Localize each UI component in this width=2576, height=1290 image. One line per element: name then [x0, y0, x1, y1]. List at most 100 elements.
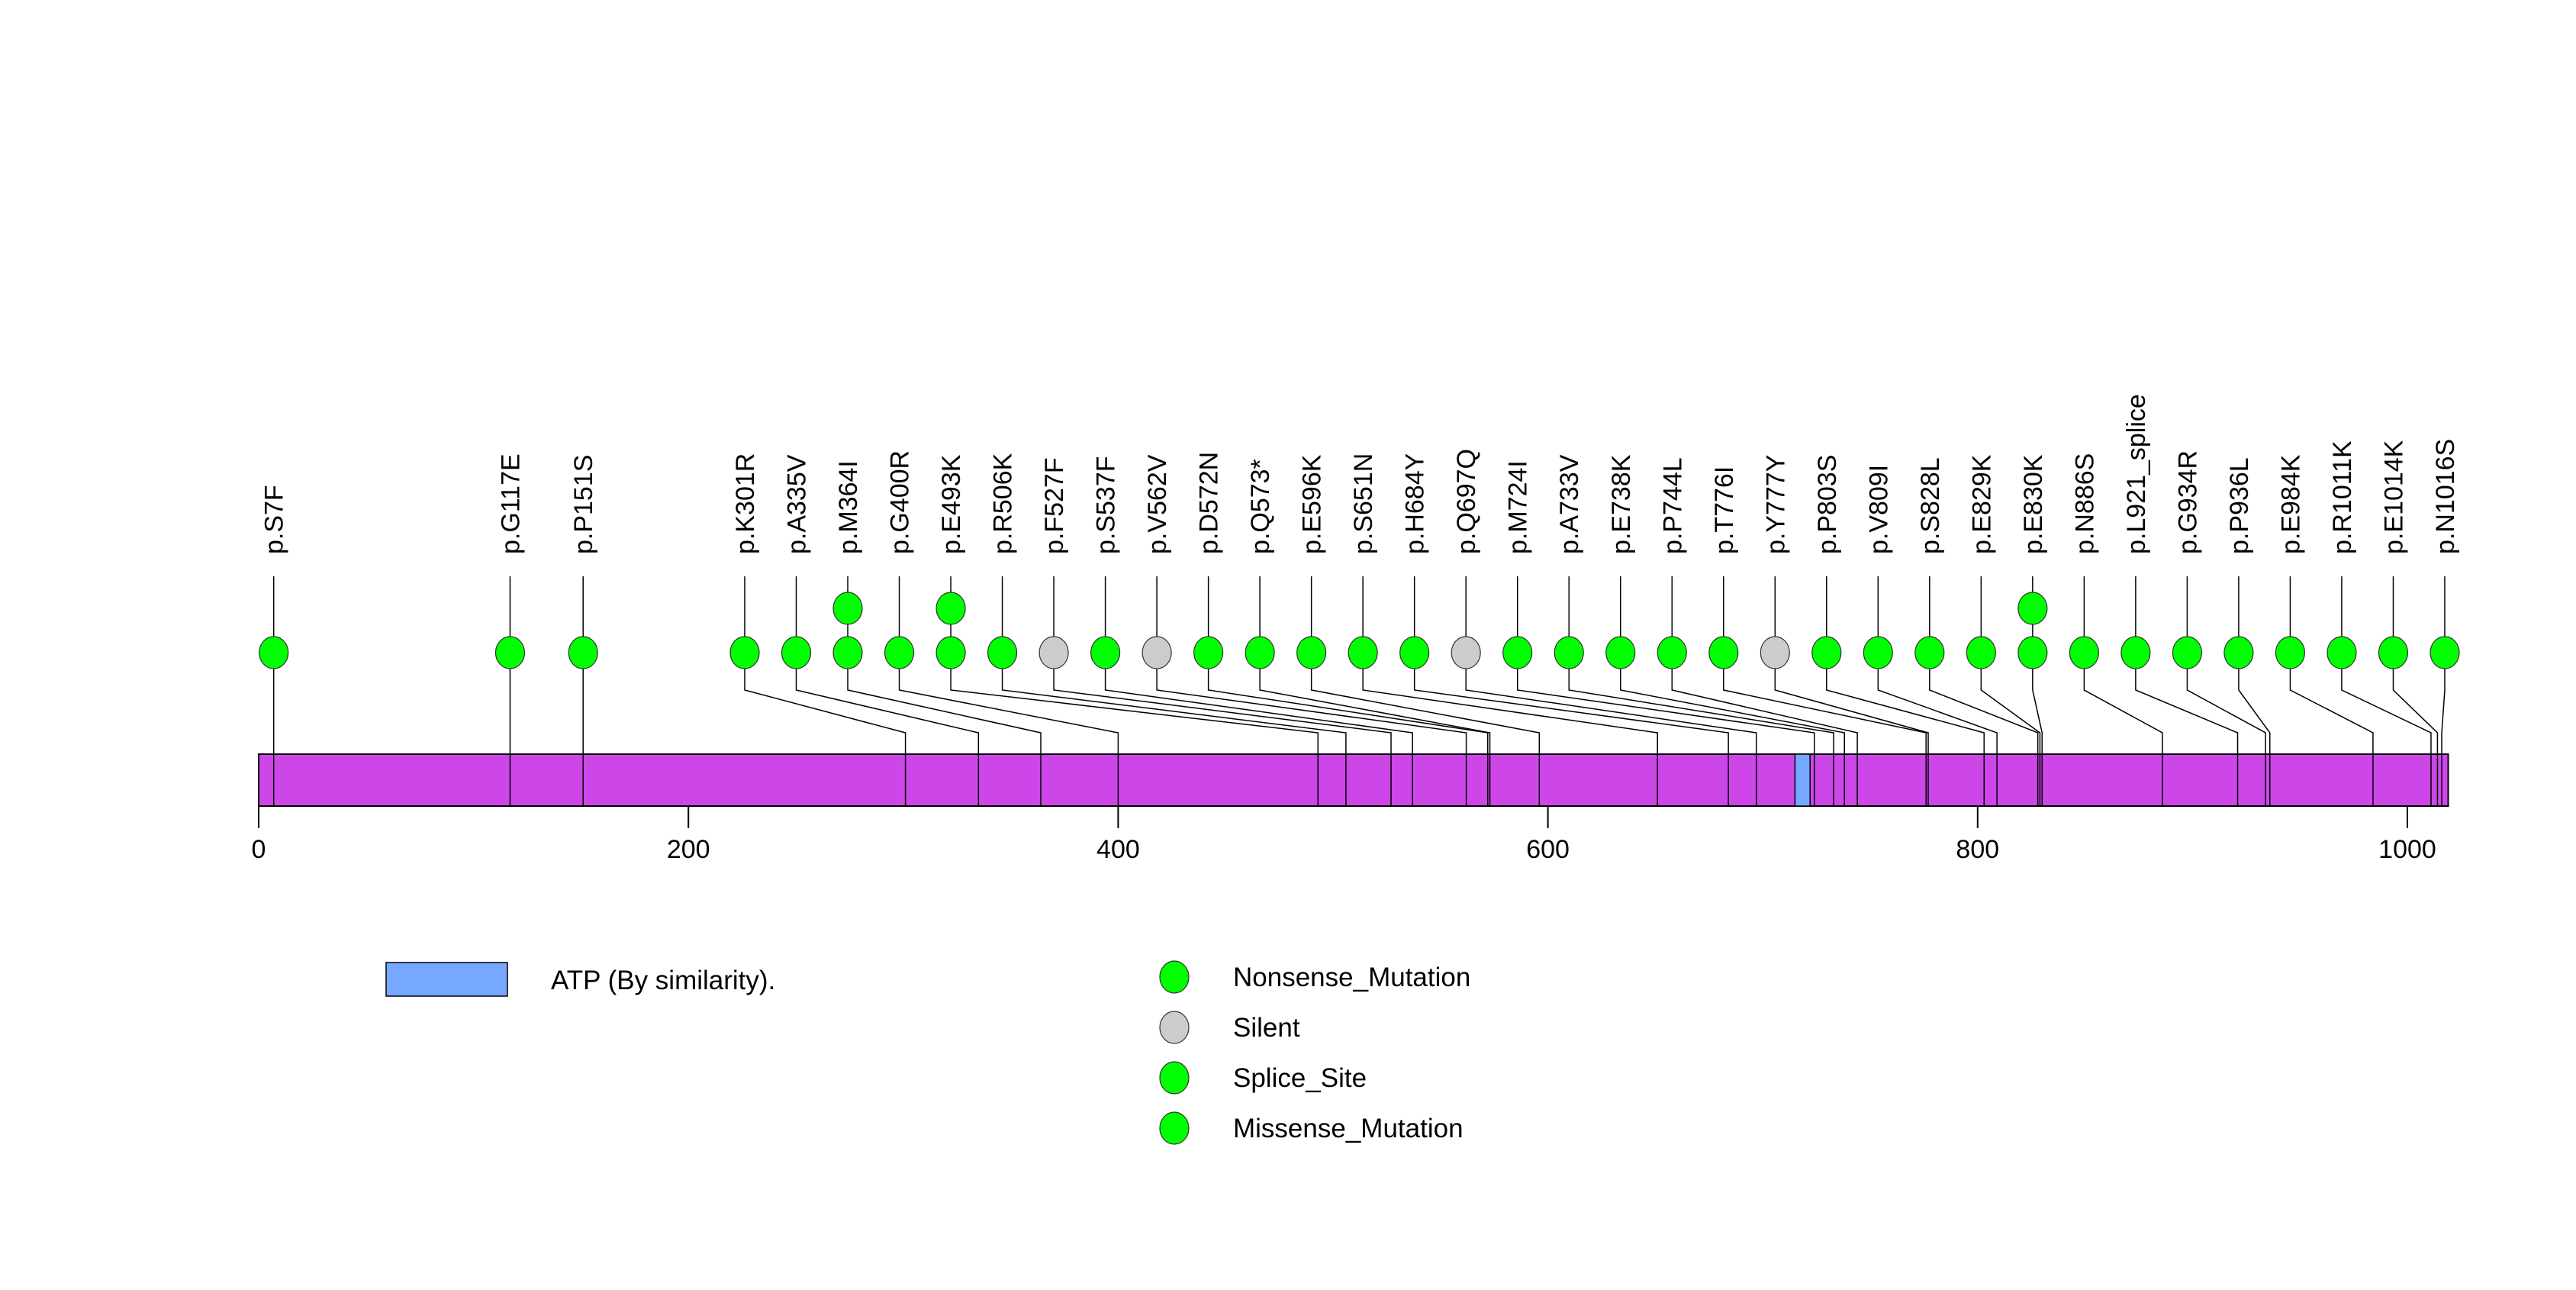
mutation-dot — [987, 636, 1018, 669]
connector-line — [2135, 653, 2239, 754]
mutation-dot — [935, 636, 966, 669]
connector-line — [2238, 653, 2271, 754]
connector-line — [2441, 653, 2446, 754]
mutation-label: p.P151S — [569, 455, 598, 554]
connector-line — [1156, 653, 1467, 754]
connector-line — [1053, 653, 1392, 754]
mutation-label: p.N1016S — [2431, 439, 2460, 554]
mutation-label: p.G934R — [2173, 450, 2202, 554]
mutation-dot — [2017, 592, 2048, 625]
connector-line — [2083, 653, 2163, 754]
mutation-label: p.G400R — [886, 450, 915, 554]
connector-line — [1929, 653, 2039, 754]
connector-line — [1877, 653, 1998, 754]
mutation-label: p.E493K — [937, 454, 966, 554]
legend-domain-swatch — [385, 962, 508, 997]
legend-type-label: Missense_Mutation — [1233, 1114, 1463, 1143]
mutation-label: p.K301R — [731, 453, 760, 554]
connector-line — [1620, 653, 1845, 754]
connector-line — [2032, 653, 2043, 754]
mutation-label: p.F527F — [1040, 457, 1069, 554]
axis-tick-label: 0 — [252, 835, 266, 864]
mutation-label: p.E830K — [2019, 454, 2048, 554]
legend-type-dot — [1159, 1011, 1190, 1044]
mutation-dot — [781, 636, 812, 669]
mutation-dot — [1193, 636, 1224, 669]
mutation-labels: p.S7F p.G117E p.P151S p.K301R p.A335V p.M364I… — [260, 394, 2460, 554]
mutation-dot — [1296, 636, 1327, 669]
mutation-dot — [1451, 636, 1481, 669]
mutation-dot — [2275, 636, 2306, 669]
legend-domain-label: ATP (By similarity). — [551, 966, 775, 995]
protein-bar — [258, 753, 2449, 807]
mutation-dot — [1245, 636, 1275, 669]
connector-line — [2186, 653, 2266, 754]
bar-position-marks — [272, 754, 2442, 806]
legend-type-label: Splice_Site — [1233, 1063, 1367, 1093]
connector-line — [2289, 653, 2374, 754]
mutation-dot — [2429, 636, 2460, 669]
axis-tick-label: 200 — [667, 835, 710, 864]
mutation-label: p.Y777Y — [1761, 455, 1790, 554]
mutation-dot — [2223, 636, 2254, 669]
legend-type-dot — [1159, 1111, 1190, 1145]
connector-line — [847, 653, 1042, 754]
mutation-label: p.P936L — [2225, 457, 2254, 554]
legend-type-dot — [1159, 1061, 1190, 1095]
mutation-label: p.M364I — [834, 460, 863, 554]
mutation-dot — [832, 636, 863, 669]
mutation-dot — [832, 592, 863, 625]
connector-line — [1516, 653, 1815, 754]
connector-line — [795, 653, 980, 754]
mutation-label: p.V562V — [1143, 454, 1172, 554]
mutation-label: p.V809I — [1864, 465, 1893, 554]
axis-tick-label: 600 — [1526, 835, 1570, 864]
mutation-dot — [1708, 636, 1739, 669]
legend-type-dot — [1159, 960, 1190, 994]
mutation-dot — [1657, 636, 1687, 669]
connector-line — [950, 653, 1319, 754]
connector-line — [898, 653, 1119, 754]
mutation-label: p.S537F — [1092, 456, 1121, 554]
connector-line — [1362, 653, 1658, 754]
protein-domains — [1794, 753, 1811, 807]
mutation-dot — [1038, 636, 1069, 669]
mutation-label: p.R506K — [989, 453, 1018, 554]
connector-line — [1465, 653, 1757, 754]
mutation-dot — [568, 636, 598, 669]
mutation-dot — [935, 592, 966, 625]
connector-line — [744, 653, 906, 754]
mutation-label: p.Q697Q — [1452, 449, 1481, 554]
mutation-dot — [2017, 636, 2048, 669]
connector-line — [1723, 653, 1927, 754]
connector-line — [1001, 653, 1347, 754]
legend-type-label: Silent — [1233, 1013, 1300, 1043]
mutation-label: p.T776I — [1710, 466, 1739, 554]
connector-line — [1980, 653, 2041, 754]
mutation-label: p.S651N — [1349, 453, 1378, 554]
mutation-label: p.D572N — [1195, 452, 1224, 554]
mutation-label: p.E738K — [1607, 454, 1636, 554]
mutation-label: p.E984K — [2276, 454, 2305, 554]
legend-mutation-types: Nonsense_Mutation Silent Splice_Site Missen… — [1159, 960, 1470, 1145]
mutation-label: p.A335V — [783, 454, 812, 554]
connector-line — [1310, 653, 1541, 754]
mutation-dot — [1811, 636, 1842, 669]
mutation-label: p.E829K — [1967, 454, 1996, 554]
legend: ATP (By similarity). Nonsense_Mutation Si… — [385, 960, 1470, 1145]
connector-line — [1259, 653, 1491, 754]
mutation-dot — [1502, 636, 1533, 669]
legend-type-label: Nonsense_Mutation — [1233, 963, 1470, 992]
axis-tick-label: 1000 — [2378, 835, 2436, 864]
mutation-label: p.N886S — [2070, 453, 2099, 554]
mutation-label: p.E596K — [1298, 454, 1327, 554]
mutation-label: p.A733V — [1555, 454, 1584, 554]
mutation-dot — [2069, 636, 2099, 669]
mutation-dot — [2120, 636, 2151, 669]
connector-line — [1568, 653, 1834, 754]
mutation-label: p.S7F — [260, 485, 289, 554]
mutation-label: p.P803S — [1813, 455, 1842, 554]
legend-domains: ATP (By similarity). — [385, 962, 775, 997]
mutation-dot — [1090, 636, 1121, 669]
